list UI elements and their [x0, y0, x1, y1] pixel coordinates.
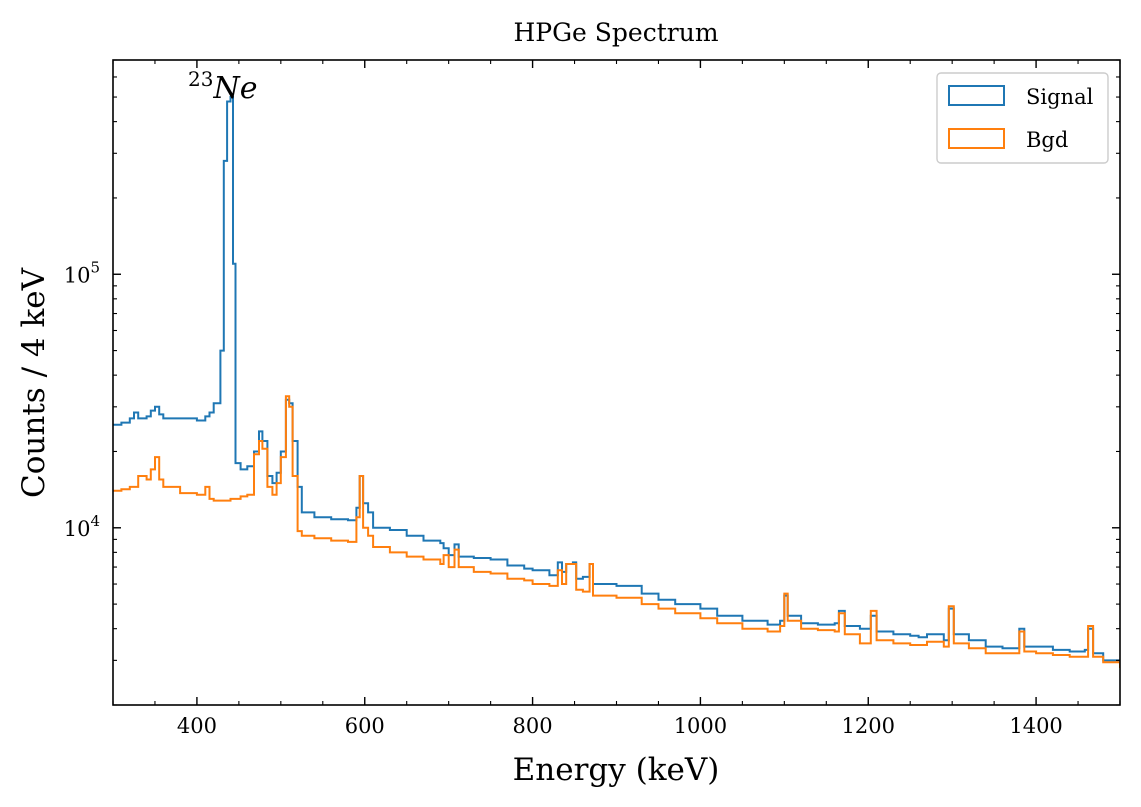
- x-tick-label: 400: [177, 714, 217, 738]
- x-tick-label: 1200: [842, 714, 895, 738]
- series-line-signal: [113, 96, 1120, 665]
- y-tick-label: 104: [64, 512, 100, 541]
- series-layer: [113, 96, 1120, 668]
- annotation-text: Ne: [212, 71, 257, 106]
- legend-label-bgd: Bgd: [1026, 128, 1068, 152]
- y-axis-label: Counts / 4 keV: [16, 267, 52, 498]
- annotation-superscript: 23: [188, 67, 213, 91]
- legend-swatch-bgd: [948, 128, 1005, 149]
- x-axis-label: Energy (keV): [513, 752, 720, 788]
- legend-swatch-signal: [948, 85, 1005, 106]
- legend: Signal Bgd: [936, 72, 1109, 164]
- plot-frame: [112, 59, 1121, 706]
- legend-box: [936, 72, 1109, 164]
- x-tick-label: 800: [513, 714, 553, 738]
- ticks-layer: 400 600 800 1000 1200 1400 104 105: [64, 59, 1121, 738]
- legend-label-signal: Signal: [1026, 85, 1094, 109]
- chart-title: HPGe Spectrum: [513, 18, 718, 47]
- x-tick-label: 600: [345, 714, 385, 738]
- x-tick-label: 1400: [1009, 714, 1062, 738]
- peak-annotation: 23Ne: [188, 67, 257, 106]
- y-tick-label: 105: [64, 258, 100, 287]
- series-line-bgd: [113, 395, 1120, 668]
- x-tick-label: 1000: [674, 714, 727, 738]
